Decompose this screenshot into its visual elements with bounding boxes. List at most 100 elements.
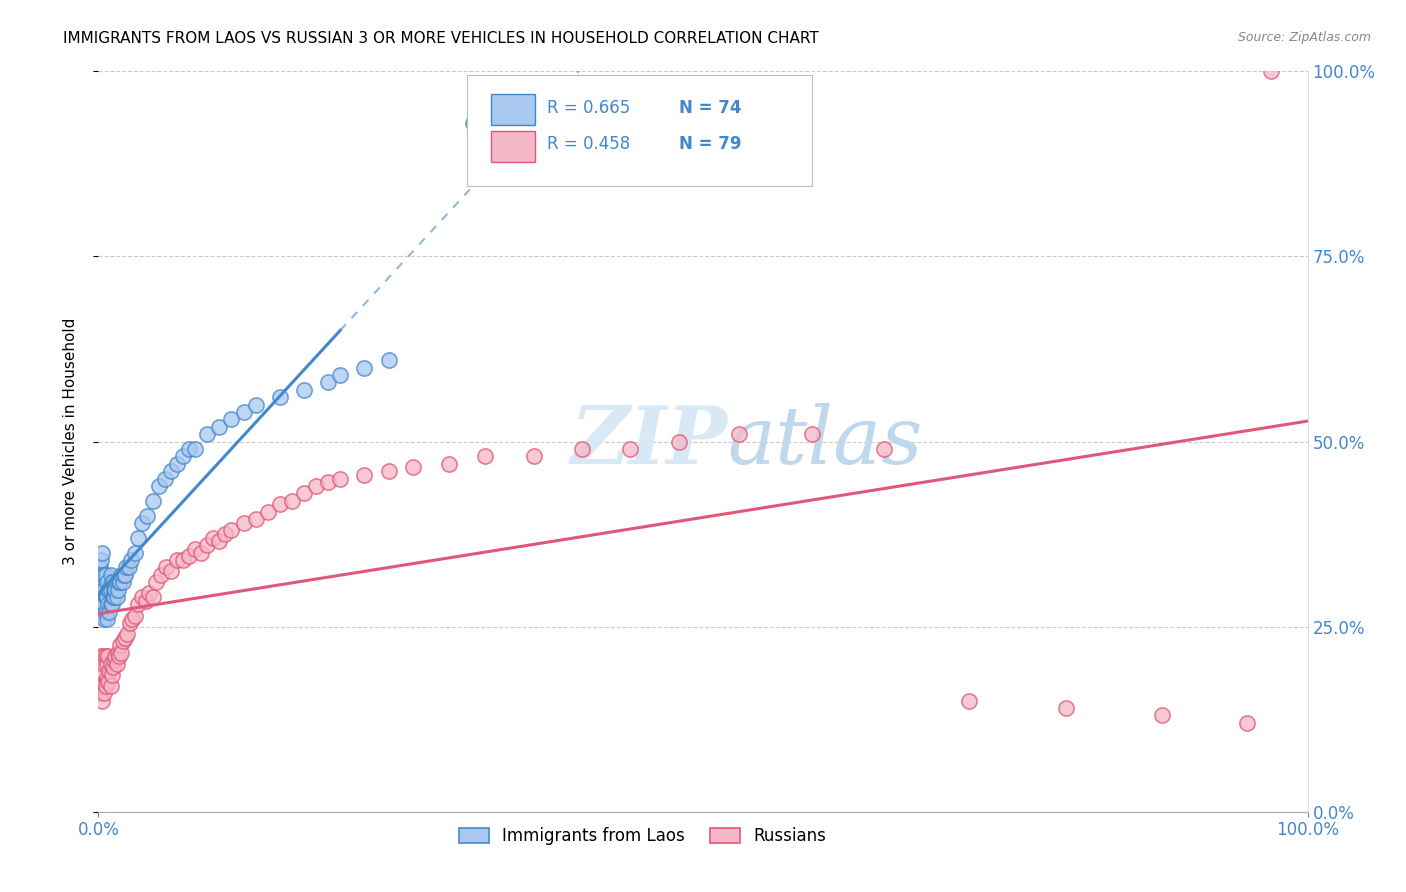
Point <box>179 442 201 456</box>
Point <box>96 575 118 590</box>
Point <box>202 531 225 545</box>
Point <box>437 457 460 471</box>
Point <box>93 567 115 582</box>
Point <box>90 598 112 612</box>
Point <box>112 567 135 582</box>
Point <box>179 549 201 564</box>
Text: N = 74: N = 74 <box>679 99 741 117</box>
Point <box>245 398 267 412</box>
Point <box>114 631 136 645</box>
Point <box>329 471 352 485</box>
Point <box>160 464 183 478</box>
Point <box>292 486 315 500</box>
Point <box>166 553 188 567</box>
Text: N = 79: N = 79 <box>679 135 741 153</box>
Point <box>619 442 641 456</box>
Point <box>107 646 129 660</box>
Point <box>316 376 339 390</box>
Point <box>142 590 165 604</box>
Point <box>155 560 177 574</box>
Point <box>256 505 278 519</box>
Point <box>316 475 339 490</box>
Point <box>957 694 980 708</box>
Point <box>127 598 149 612</box>
Point <box>89 575 111 590</box>
Point <box>104 649 127 664</box>
Point <box>97 675 120 690</box>
Point <box>91 649 114 664</box>
Point <box>103 582 125 597</box>
Point <box>1236 715 1258 730</box>
Point <box>114 567 136 582</box>
Text: atlas: atlas <box>727 403 922 480</box>
Point <box>523 450 546 464</box>
Point <box>668 434 690 449</box>
Point <box>91 575 114 590</box>
Text: R = 0.665: R = 0.665 <box>547 99 630 117</box>
Point <box>105 657 128 671</box>
Point <box>166 457 188 471</box>
Point <box>571 442 593 456</box>
Point <box>118 560 141 574</box>
Point <box>100 567 122 582</box>
Point <box>96 672 118 686</box>
Point <box>93 657 115 671</box>
Point <box>108 638 131 652</box>
Point <box>100 582 122 597</box>
Point <box>91 694 114 708</box>
Point <box>138 586 160 600</box>
Point <box>111 575 134 590</box>
Text: IMMIGRANTS FROM LAOS VS RUSSIAN 3 OR MORE VEHICLES IN HOUSEHOLD CORRELATION CHAR: IMMIGRANTS FROM LAOS VS RUSSIAN 3 OR MOR… <box>63 31 820 46</box>
Point <box>269 498 291 512</box>
Point <box>728 427 751 442</box>
Point <box>184 541 207 556</box>
Point <box>195 538 218 552</box>
Point <box>172 450 194 464</box>
Point <box>110 646 132 660</box>
Point <box>135 508 157 523</box>
Point <box>94 679 117 693</box>
Point <box>1260 64 1282 78</box>
Point <box>100 598 122 612</box>
FancyBboxPatch shape <box>492 130 534 161</box>
Point <box>93 598 115 612</box>
Point <box>97 649 120 664</box>
Point <box>135 593 157 607</box>
Point <box>190 546 212 560</box>
Point <box>108 575 131 590</box>
Point <box>94 649 117 664</box>
Point <box>142 493 165 508</box>
Point <box>160 564 183 578</box>
Point <box>100 657 122 671</box>
Point <box>91 582 114 597</box>
Point <box>101 590 124 604</box>
Point <box>94 590 117 604</box>
Point <box>305 479 328 493</box>
Point <box>93 612 115 626</box>
Point <box>208 534 231 549</box>
Point <box>214 527 236 541</box>
Point <box>105 575 128 590</box>
Point <box>353 467 375 482</box>
Point <box>96 612 118 626</box>
Point <box>124 546 146 560</box>
Point <box>148 479 170 493</box>
Point <box>353 360 375 375</box>
Y-axis label: 3 or more Vehicles in Household: 3 or more Vehicles in Household <box>63 318 77 566</box>
Point <box>100 679 122 693</box>
Point <box>800 427 823 442</box>
Point <box>172 553 194 567</box>
Point <box>145 575 167 590</box>
Point <box>89 560 111 574</box>
Point <box>103 653 125 667</box>
Point <box>281 493 304 508</box>
Point <box>402 460 425 475</box>
Point <box>90 567 112 582</box>
Point <box>232 405 254 419</box>
Point <box>117 627 139 641</box>
Point <box>90 649 112 664</box>
Point <box>232 516 254 530</box>
Point <box>208 419 231 434</box>
Point <box>91 598 114 612</box>
Point <box>269 390 291 404</box>
